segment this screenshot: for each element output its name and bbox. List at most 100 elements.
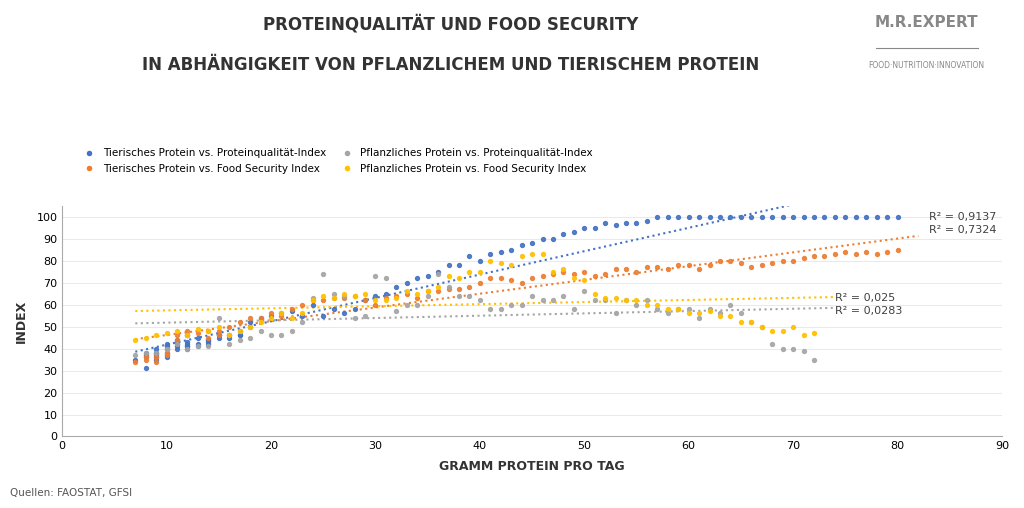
Point (252, 314, 268, 322)
Point (169, 338, 185, 346)
Point (304, 296, 321, 304)
Point (304, 294, 321, 302)
Point (785, 323, 802, 331)
Point (879, 248, 895, 256)
Point (179, 338, 196, 346)
Point (535, 235, 551, 243)
Text: IN ABHÄNGIGKEIT VON PFLANZLICHEM UND TIERISCHEM PROTEIN: IN ABHÄNGIGKEIT VON PFLANZLICHEM UND TIE… (142, 56, 759, 74)
Point (159, 340, 175, 348)
Point (670, 261, 686, 269)
Point (764, 340, 780, 348)
Point (346, 314, 362, 322)
Point (304, 301, 321, 309)
Point (806, 356, 822, 364)
Point (785, 257, 802, 265)
Point (712, 309, 728, 318)
Point (440, 285, 457, 293)
Point (336, 294, 352, 302)
Point (649, 213, 666, 221)
Point (420, 288, 436, 296)
Point (639, 296, 655, 304)
Point (368, 292, 384, 300)
Point (137, 349, 154, 357)
Point (670, 305, 686, 313)
Point (242, 334, 258, 342)
Point (409, 274, 425, 282)
Point (148, 353, 165, 361)
Point (513, 241, 529, 249)
Point (159, 349, 175, 357)
Point (169, 331, 185, 339)
Point (712, 213, 728, 221)
Point (722, 213, 738, 221)
Point (681, 305, 697, 313)
Point (315, 292, 332, 300)
Point (336, 309, 352, 318)
Point (148, 349, 165, 357)
Point (848, 250, 864, 258)
Point (137, 351, 154, 359)
Point (617, 296, 634, 304)
Point (127, 356, 143, 364)
Point (743, 213, 760, 221)
Point (722, 257, 738, 265)
Point (493, 305, 509, 313)
Point (764, 259, 780, 267)
Point (754, 323, 770, 331)
Point (535, 296, 551, 304)
Point (169, 327, 185, 335)
Point (315, 296, 332, 304)
Point (796, 255, 812, 263)
Point (221, 334, 238, 342)
Point (722, 311, 738, 320)
Point (712, 257, 728, 265)
Point (806, 252, 822, 260)
Point (200, 338, 216, 346)
X-axis label: GRAMM PROTEIN PRO TAG: GRAMM PROTEIN PRO TAG (439, 460, 625, 472)
Point (294, 318, 310, 326)
Point (535, 272, 551, 280)
Point (294, 309, 310, 318)
Point (137, 334, 154, 342)
Point (378, 294, 394, 302)
Point (346, 292, 362, 300)
Point (858, 248, 874, 256)
Point (513, 278, 529, 287)
Point (430, 268, 446, 276)
Point (137, 353, 154, 361)
Point (577, 268, 593, 276)
Point (461, 292, 477, 300)
Text: R² = 0,9137: R² = 0,9137 (929, 212, 996, 221)
Point (211, 323, 227, 331)
Point (137, 353, 154, 361)
Point (159, 342, 175, 351)
Point (806, 329, 822, 337)
Point (524, 239, 541, 247)
Point (848, 213, 864, 221)
Point (691, 309, 708, 318)
Point (701, 307, 718, 315)
Point (607, 221, 624, 230)
Point (617, 265, 634, 273)
Point (159, 344, 175, 353)
Point (806, 213, 822, 221)
Point (137, 364, 154, 372)
Point (545, 296, 561, 304)
Point (701, 305, 718, 313)
Point (826, 213, 843, 221)
Point (629, 301, 645, 309)
Point (691, 265, 708, 273)
Point (472, 278, 488, 287)
Point (221, 331, 238, 339)
Point (816, 252, 833, 260)
Point (659, 309, 676, 318)
Point (681, 213, 697, 221)
Point (179, 327, 196, 335)
Point (200, 340, 216, 348)
Point (356, 290, 373, 298)
Point (555, 265, 571, 273)
Point (461, 283, 477, 291)
Point (137, 349, 154, 357)
Point (420, 292, 436, 300)
Point (263, 311, 280, 320)
